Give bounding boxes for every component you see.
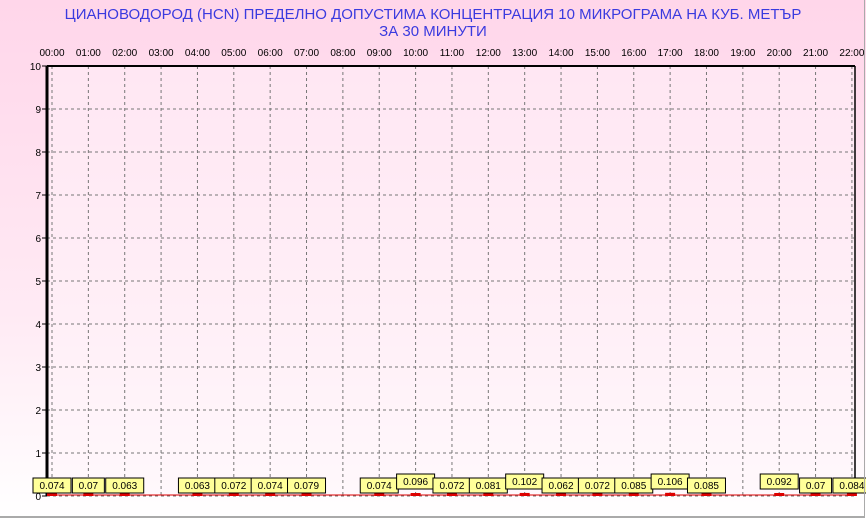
y-tick-label: 1 <box>35 449 41 460</box>
data-label: 0.092 <box>767 477 792 488</box>
data-label-box <box>32 477 72 494</box>
y-tick-label: 0 <box>35 492 41 503</box>
x-tick-label: 14:00 <box>549 48 574 59</box>
data-label: 0.072 <box>439 481 464 492</box>
data-label: 0.074 <box>258 481 283 492</box>
x-tick-label: 01:00 <box>76 48 101 59</box>
bar <box>519 492 530 496</box>
x-tick-label: 05:00 <box>221 48 246 59</box>
data-label-box <box>686 477 726 494</box>
title-line-1: ЦИАНОВОДОРОД (HCN) ПРЕДЕЛНО ДОПУСТИМА КО… <box>64 6 802 23</box>
bar <box>192 493 203 496</box>
y-tick-label: 9 <box>35 105 41 116</box>
bar <box>47 493 57 496</box>
data-label: 0.106 <box>658 477 683 488</box>
x-tick-label: 10:00 <box>403 48 428 59</box>
chart-title: ЦИАНОВОДОРОД (HCN) ПРЕДЕЛНО ДОПУСТИМА КО… <box>0 6 866 40</box>
data-label: 0.079 <box>294 481 319 492</box>
x-tick-label: 12:00 <box>476 48 501 59</box>
bar <box>83 493 94 496</box>
data-label: 0.072 <box>221 481 246 492</box>
x-tick-label: 15:00 <box>585 48 610 59</box>
y-tick-label: 4 <box>35 320 41 331</box>
bar <box>846 493 857 496</box>
bar <box>701 493 712 496</box>
x-tick-label: 03:00 <box>149 48 174 59</box>
bar <box>301 493 312 496</box>
x-tick-label: 13:00 <box>512 48 537 59</box>
bar <box>119 493 130 496</box>
y-tick-label: 3 <box>35 363 41 374</box>
bar <box>665 492 676 496</box>
bar <box>374 493 385 496</box>
data-label-box <box>759 473 799 490</box>
x-tick-label: 21:00 <box>803 48 828 59</box>
y-tick-label: 8 <box>35 148 41 159</box>
x-tick-label: 22:00 <box>839 48 864 59</box>
data-label-box <box>832 477 866 494</box>
data-label: 0.084 <box>839 481 864 492</box>
bar <box>556 493 567 496</box>
data-label: 0.102 <box>512 477 537 488</box>
data-label: 0.096 <box>403 477 428 488</box>
y-tick-label: 2 <box>35 406 41 417</box>
data-label: 0.074 <box>39 481 64 492</box>
x-tick-label: 11:00 <box>440 48 465 59</box>
x-tick-label: 09:00 <box>367 48 392 59</box>
y-tick-label: 10 <box>30 62 42 73</box>
x-tick-label: 18:00 <box>694 48 719 59</box>
data-label: 0.063 <box>185 481 210 492</box>
data-label-box <box>71 477 105 494</box>
data-label: 0.072 <box>585 481 610 492</box>
x-tick-label: 20:00 <box>767 48 792 59</box>
data-label: 0.081 <box>476 481 501 492</box>
data-label: 0.063 <box>112 481 137 492</box>
bar <box>228 493 239 496</box>
bar <box>628 493 639 496</box>
title-line-2: ЗА 30 МИНУТИ <box>379 23 487 40</box>
x-tick-label: 16:00 <box>621 48 646 59</box>
x-tick-label: 08:00 <box>330 48 355 59</box>
bar <box>810 493 821 496</box>
bar <box>446 493 457 496</box>
x-tick-label: 19:00 <box>730 48 755 59</box>
data-label: 0.062 <box>549 481 574 492</box>
data-label: 0.085 <box>621 481 646 492</box>
y-tick-label: 5 <box>35 277 41 288</box>
y-tick-label: 6 <box>35 234 41 245</box>
data-label-box <box>287 477 327 494</box>
data-label-box <box>799 477 833 494</box>
data-label-box <box>105 477 145 494</box>
x-tick-label: 02:00 <box>112 48 137 59</box>
bar <box>592 493 603 496</box>
x-tick-label: 00:00 <box>39 48 64 59</box>
data-label: 0.074 <box>367 481 392 492</box>
x-tick-label: 17:00 <box>658 48 683 59</box>
x-tick-label: 06:00 <box>258 48 283 59</box>
y-tick-label: 7 <box>35 191 41 202</box>
x-tick-label: 04:00 <box>185 48 210 59</box>
data-label: 0.07 <box>79 481 99 492</box>
data-label: 0.085 <box>694 481 719 492</box>
bar <box>265 493 276 496</box>
bar <box>410 493 421 496</box>
x-tick-label: 07:00 <box>294 48 319 59</box>
data-label: 0.07 <box>806 481 826 492</box>
bar <box>483 493 494 496</box>
bar <box>774 493 785 496</box>
